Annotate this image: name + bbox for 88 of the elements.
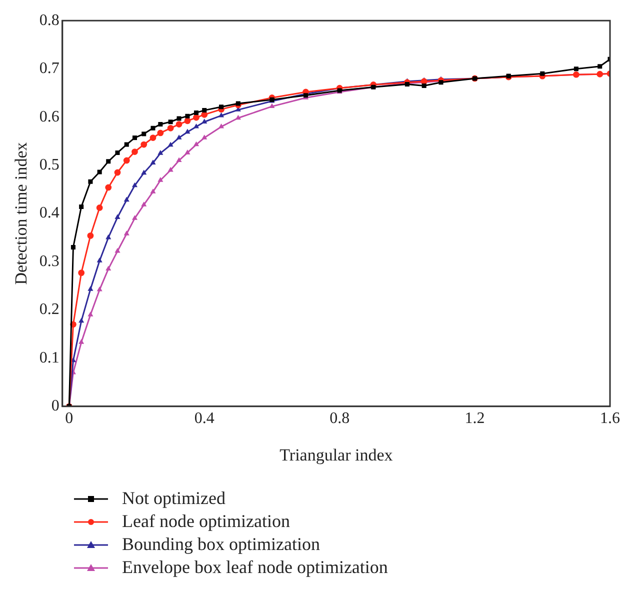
point xyxy=(115,150,120,155)
point xyxy=(124,196,130,202)
point xyxy=(184,128,190,134)
point xyxy=(184,150,190,154)
point xyxy=(106,159,111,164)
point xyxy=(96,258,102,262)
point xyxy=(150,188,156,194)
point xyxy=(141,202,147,206)
y-tick-label: 0 xyxy=(51,398,60,415)
point xyxy=(167,124,174,132)
y-tick-label: 0.2 xyxy=(39,301,60,318)
point xyxy=(123,157,130,164)
x-tick-label: 0.4 xyxy=(194,410,214,428)
point xyxy=(106,234,112,240)
point xyxy=(150,134,156,141)
legend-label: Leaf node optimization xyxy=(122,511,290,532)
y-tick-label: 0.8 xyxy=(39,12,60,29)
point xyxy=(176,157,182,162)
point xyxy=(185,114,190,118)
x-tick-label: 0 xyxy=(65,410,74,428)
x-tick-label: 0.8 xyxy=(330,410,350,428)
point xyxy=(88,312,94,316)
point xyxy=(176,121,182,128)
y-tick-label: 0.7 xyxy=(39,60,60,78)
point xyxy=(176,134,182,140)
legend-label: Envelope box leaf node optimization xyxy=(122,557,388,578)
y-tick-label: 0.3 xyxy=(39,252,60,270)
y-tick-label: 0.5 xyxy=(39,156,60,174)
point xyxy=(168,166,174,172)
point xyxy=(70,244,76,250)
legend-label: Not optimized xyxy=(122,488,226,509)
x-tick-label: 1.2 xyxy=(464,410,485,428)
point xyxy=(105,184,112,191)
point xyxy=(88,286,94,291)
point xyxy=(158,150,164,155)
point xyxy=(124,230,130,236)
y-tick-label: 0.1 xyxy=(39,349,60,366)
point xyxy=(142,132,146,136)
point xyxy=(574,66,578,72)
point xyxy=(168,120,173,124)
legend-label: Bounding box optimization xyxy=(122,534,320,555)
point xyxy=(140,141,148,148)
point xyxy=(78,270,85,276)
point xyxy=(96,286,102,292)
point xyxy=(218,123,224,128)
x-tick-label: 1.6 xyxy=(600,410,620,428)
point xyxy=(114,169,121,176)
point xyxy=(158,177,164,182)
point xyxy=(202,134,208,140)
point xyxy=(114,248,120,253)
point xyxy=(176,116,182,121)
point xyxy=(193,141,200,146)
point xyxy=(141,170,147,175)
point xyxy=(184,118,191,124)
point xyxy=(79,204,84,210)
point xyxy=(132,148,138,155)
x-axis-title: Triangular index xyxy=(280,445,394,464)
point xyxy=(194,110,199,115)
point xyxy=(78,339,84,344)
point xyxy=(202,108,207,113)
y-tick-label: 0.4 xyxy=(39,204,60,222)
point xyxy=(132,182,138,188)
point xyxy=(150,160,156,164)
point xyxy=(78,318,84,323)
point xyxy=(114,214,120,219)
point xyxy=(150,126,156,130)
point xyxy=(218,112,224,118)
y-axis-title: Detection time index xyxy=(12,142,31,285)
point xyxy=(193,114,200,121)
point xyxy=(219,104,224,110)
point xyxy=(124,142,129,147)
point xyxy=(132,215,138,220)
point xyxy=(269,103,275,108)
point xyxy=(158,122,163,127)
point xyxy=(88,179,93,184)
y-tick-label: 0.6 xyxy=(39,108,60,126)
point xyxy=(106,266,112,271)
point xyxy=(422,83,426,88)
point xyxy=(438,80,444,85)
point xyxy=(87,232,94,239)
point xyxy=(157,130,164,136)
point xyxy=(132,136,137,140)
point xyxy=(236,101,240,106)
point xyxy=(96,204,103,211)
point xyxy=(97,170,102,174)
point xyxy=(598,64,602,69)
point xyxy=(168,142,174,147)
point xyxy=(202,118,208,124)
